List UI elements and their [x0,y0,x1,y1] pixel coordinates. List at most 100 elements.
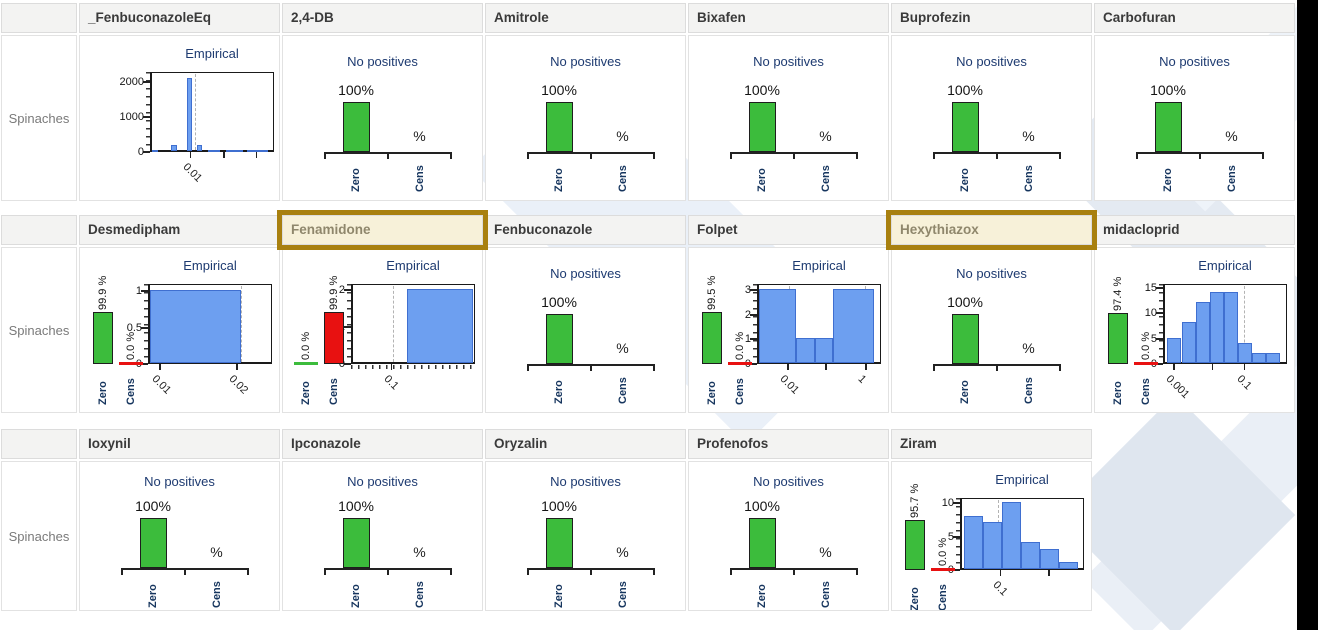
zero-percent-label: 100% [135,498,171,514]
column-header-Fenbuconazole[interactable]: Fenbuconazole [485,215,686,245]
y-major-tick [143,116,150,119]
y-tick-label: 10 [1144,307,1157,320]
cens-tick-label: Cens [1022,165,1035,192]
hist-bar [833,289,874,363]
zero-bar [546,314,573,364]
mini-axis-tick [324,568,326,575]
empirical-title: Empirical [185,46,239,61]
cens-tick-label: Cens [1022,377,1035,404]
panel-cell-2,4-DB[interactable]: No positives 100%% Zero Cens [282,35,483,201]
mini-axis-tick [653,364,655,371]
percent-axis-label: % [413,544,426,560]
zero-tick-label: Zero [553,584,565,608]
column-header-Ipconazole[interactable]: Ipconazole [282,429,483,459]
mini-axis-tick [1059,152,1061,159]
column-header-midacloprid[interactable]: midacloprid [1094,215,1295,245]
x-major-tick [1048,570,1050,576]
x-major-tick [159,364,161,370]
panel-cell-_FenbuconazoleEq[interactable]: Empirical 0 1000 2000 0.01 [79,35,280,201]
zero-percent-label: 97.4 % [1112,276,1124,311]
y-tick-label: 1 [135,285,142,298]
zero-tick-label: Zero [147,584,159,608]
cens-tick-label: Cens [210,581,223,608]
panel-cell-Bixafen[interactable]: No positives 100%% Zero Cens [688,35,889,201]
row-label-cell: Spinaches [1,35,77,201]
x-major-tick [999,570,1002,576]
cens-tick-label: Cens [125,378,137,405]
zero-percent-label: 100% [541,294,577,310]
y-major-tick [750,363,757,365]
mini-axis-tick [996,152,998,159]
column-header-Oryzalin[interactable]: Oryzalin [485,429,686,459]
column-header-Profenofos[interactable]: Profenofos [688,429,889,459]
panel-title-no-positives: No positives [347,474,418,489]
cens-bar [324,312,344,364]
zero-percent-label: 100% [338,498,374,514]
panel-cell-Fenbuconazole[interactable]: No positives 100%% Zero Cens [485,247,686,413]
column-header-Hexythiazox[interactable]: Hexythiazox [891,215,1092,245]
hist-frame [150,72,274,152]
zero-tick-label: Zero [97,381,109,405]
zero-tick-label: Zero [1112,381,1124,405]
y-major-tick [141,290,148,293]
panel-cell-Ioxynil[interactable]: No positives 100%% Zero Cens [79,461,280,611]
zero-tick-label: Zero [350,584,362,608]
zero-percent-label: 99.5 % [706,275,718,310]
row-label-cell: Spinaches [1,461,77,611]
column-header-Folpet[interactable]: Folpet [688,215,889,245]
zero-tick-label: Zero [959,168,971,192]
panel-cell-Oryzalin[interactable]: No positives 100%% Zero Cens [485,461,686,611]
zero-percent-label: 95.7 % [909,483,921,518]
mini-axis-tick [324,152,326,159]
cens-tick-label: Cens [616,165,629,192]
column-header-_FenbuconazoleEq[interactable]: _FenbuconazoleEq [79,3,280,33]
y-tick-label: 2000 [119,76,144,89]
zero-bar [343,518,370,568]
hist-bar [759,289,797,363]
percent-axis-label: % [413,128,426,144]
panel-title-no-positives: No positives [956,266,1027,281]
panel-cell-Hexythiazox[interactable]: No positives 100%% Zero Cens [891,247,1092,413]
empirical-title: Empirical [386,258,440,273]
hist-bar [407,288,473,363]
panel-cell-Amitrole[interactable]: No positives 100%% Zero Cens [485,35,686,201]
panel-cell-Carbofuran[interactable]: No positives 100%% Zero Cens [1094,35,1295,201]
column-header-Ioxynil[interactable]: Ioxynil [79,429,280,459]
percent-axis-label: % [616,544,629,560]
column-header-Carbofuran[interactable]: Carbofuran [1094,3,1295,33]
percent-axis-label: % [616,340,629,356]
cens-bar [728,362,752,365]
panel-cell-Profenofos[interactable]: No positives 100%% Zero Cens [688,461,889,611]
empirical-title: Empirical [183,258,237,273]
cens-percent-label: 0.0 % [1140,331,1152,360]
column-header-Ziram[interactable]: Ziram [891,429,1092,459]
column-header-2,4-DB[interactable]: 2,4-DB [282,3,483,33]
column-header-Desmedipham[interactable]: Desmedipham [79,215,280,245]
zero-tick-label: Zero [1162,168,1174,192]
hist-bar [814,338,834,363]
cens-tick-label: Cens [413,581,426,608]
hist-bar [246,149,269,152]
column-header-Fenamidone[interactable]: Fenamidone [282,215,483,245]
mini-axis-tick [1059,364,1061,371]
hist-bar [1223,292,1238,363]
y-major-tick [953,502,960,505]
percent-axis-label: % [1225,128,1238,144]
column-header-Amitrole[interactable]: Amitrole [485,3,686,33]
column-header-Buprofezin[interactable]: Buprofezin [891,3,1092,33]
cens-percent-label: 99.9 % [328,275,340,310]
panel-cell-Ipconazole[interactable]: No positives 100%% Zero Cens [282,461,483,611]
panel-cell-Buprofezin[interactable]: No positives 100%% Zero Cens [891,35,1092,201]
percent-axis-label: % [1022,128,1035,144]
y-tick-label: 2 [338,283,345,296]
column-header-Bixafen[interactable]: Bixafen [688,3,889,33]
zero-bar [1155,102,1182,152]
mini-axis-tick [450,152,452,159]
zero-tick-label: Zero [706,381,718,405]
y-major-tick [750,313,757,316]
